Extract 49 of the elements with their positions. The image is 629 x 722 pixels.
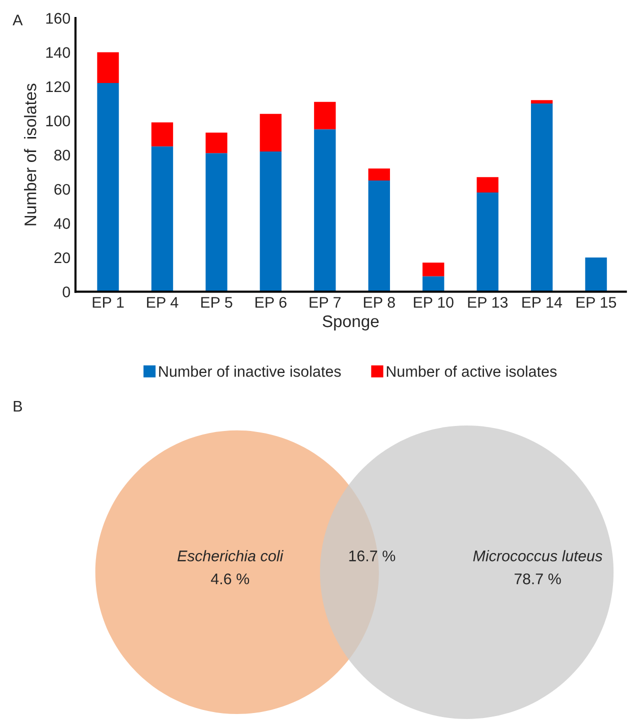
y-tick-label: 20 (54, 252, 70, 264)
bar (260, 151, 282, 292)
y-tick-label: 60 (54, 184, 70, 195)
legend-label: Number of inactive isolates (159, 366, 341, 377)
bar (206, 153, 228, 292)
bar (585, 257, 607, 292)
bar (151, 122, 174, 146)
bar (151, 146, 174, 292)
y-tick-label: 40 (54, 218, 70, 229)
bar (530, 104, 553, 292)
text: 4.6 % (210, 573, 250, 584)
y-tick-label: 0 (62, 286, 70, 298)
bar (476, 192, 498, 292)
text: 16.7 % (349, 550, 396, 562)
x-axis-title: Sponge (322, 315, 379, 330)
bar (97, 83, 119, 292)
y-axis-title: Number of isolates (24, 84, 36, 226)
text: B (14, 401, 22, 412)
bar (476, 177, 498, 192)
bar (260, 114, 282, 152)
bar (314, 129, 336, 292)
x-tick-label: EP 8 (364, 296, 395, 308)
bar (206, 132, 228, 154)
legend-label: Number of active isolates (386, 366, 557, 377)
bar (368, 180, 390, 292)
text: Escherichia coli (178, 550, 284, 562)
bar (422, 262, 444, 276)
x-tick-label: EP 5 (201, 297, 232, 308)
text: Micrococcus luteus (473, 550, 602, 562)
bar (314, 102, 336, 130)
x-tick-label: EP 7 (310, 297, 341, 308)
bar (368, 168, 390, 181)
y-tick-label: 120 (46, 81, 70, 92)
x-tick-label: EP 15 (576, 297, 616, 308)
y-tick-label: 80 (54, 150, 70, 161)
x-tick-label: EP 14 (522, 297, 562, 308)
x-tick-label: EP 1 (92, 297, 124, 308)
y-tick-label: 140 (46, 47, 70, 58)
y-tick-label: 160 (46, 12, 70, 24)
bar (97, 52, 119, 84)
chart-title: A (12, 14, 23, 26)
bar (422, 276, 444, 292)
x-tick-label: EP 13 (468, 296, 508, 308)
x-tick-label: EP 10 (414, 296, 454, 308)
y-tick-label: 100 (46, 116, 70, 126)
x-tick-label: EP 6 (256, 296, 286, 308)
bar (530, 100, 553, 104)
text: 78.7 % (514, 573, 561, 584)
x-tick-label: EP 4 (147, 297, 178, 308)
